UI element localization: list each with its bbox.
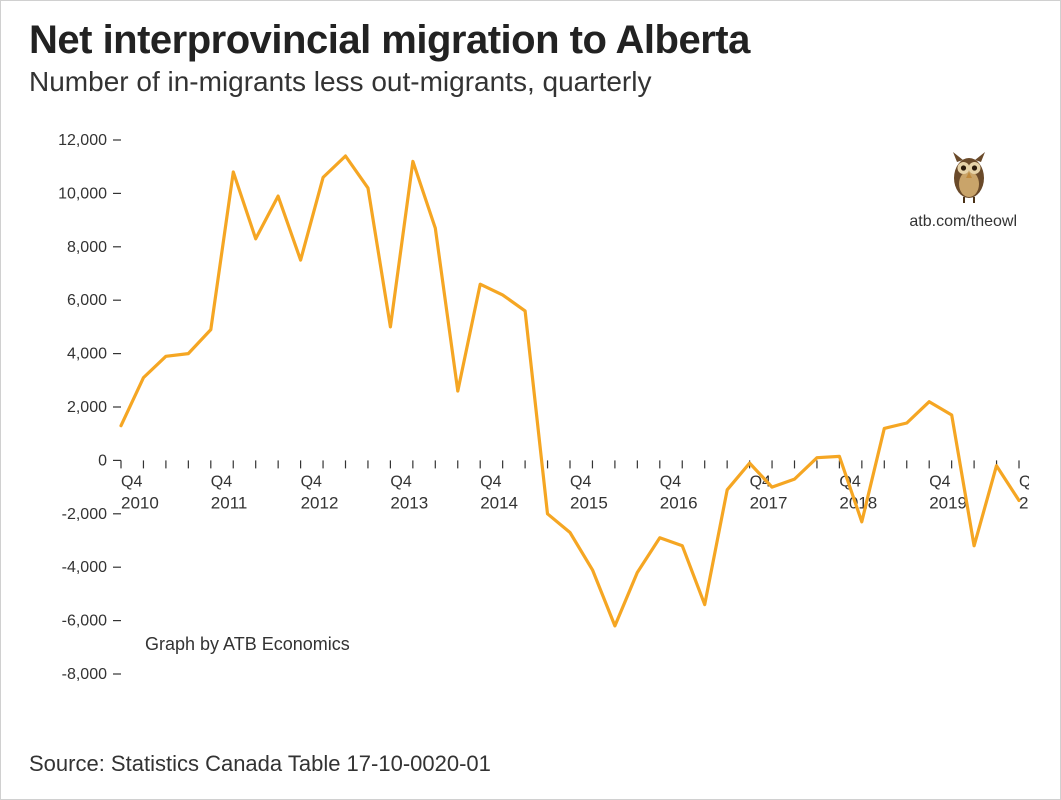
x-tick-label-top: Q4 <box>211 473 232 490</box>
y-tick-label: -6,000 <box>62 612 107 629</box>
x-tick-label-top: Q4 <box>121 473 142 490</box>
x-tick-label-top: Q4 <box>390 473 411 490</box>
x-tick-label-top: Q4 <box>480 473 501 490</box>
y-tick-label: 0 <box>98 452 107 469</box>
y-tick-label: 8,000 <box>67 239 107 256</box>
x-tick-label-bottom: 2013 <box>390 493 428 512</box>
y-tick-label: 2,000 <box>67 399 107 416</box>
chart-bg <box>29 126 1029 706</box>
x-tick-label-bottom: 2015 <box>570 493 608 512</box>
x-tick-label-top: Q4 <box>301 473 322 490</box>
y-tick-label: 6,000 <box>67 292 107 309</box>
line-chart: -8,000 -6,000 -4,000 -2,000 0 2,000 4,000 6,000… <box>29 126 1029 706</box>
x-tick-label-bottom: 2014 <box>480 493 518 512</box>
chart-attribution: Graph by ATB Economics <box>145 634 350 654</box>
x-tick-label-top: Q4 <box>570 473 591 490</box>
x-tick-label-bottom: 2017 <box>750 493 788 512</box>
chart-container: -8,000 -6,000 -4,000 -2,000 0 2,000 4,000 6,000… <box>29 126 1032 706</box>
x-tick-label-bottom: 2016 <box>660 493 698 512</box>
x-tick-label-bottom: 2012 <box>301 493 339 512</box>
y-tick-label: -4,000 <box>62 559 107 576</box>
x-tick-label-top: Q4 <box>929 473 950 490</box>
source-text: Source: Statistics Canada Table 17-10-00… <box>29 751 491 777</box>
y-tick-label: 10,000 <box>58 185 107 202</box>
page-subtitle: Number of in-migrants less out-migrants,… <box>29 67 1032 98</box>
x-tick-label-top: Q4 <box>1019 473 1029 490</box>
logo-label: atb.com/theowl <box>909 213 1017 230</box>
x-tick-label-bottom: 2019 <box>929 493 967 512</box>
x-tick-label-bottom: 2011 <box>211 493 248 512</box>
x-tick-label-bottom: 2020 <box>1019 493 1029 512</box>
x-tick-label-top: Q4 <box>660 473 681 490</box>
x-tick-label-bottom: 2010 <box>121 493 159 512</box>
y-tick-label: -8,000 <box>62 666 107 683</box>
y-tick-label: 4,000 <box>67 345 107 362</box>
y-tick-label: 12,000 <box>58 132 107 149</box>
page-title: Net interprovincial migration to Alberta <box>29 19 1032 61</box>
y-tick-label: -2,000 <box>62 506 107 523</box>
